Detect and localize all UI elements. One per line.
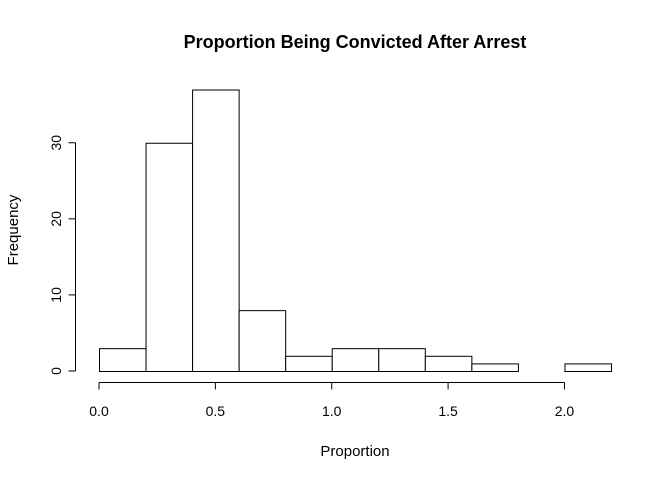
- y-tick-label: 10: [48, 287, 64, 303]
- y-tick-label: 30: [48, 135, 64, 151]
- y-axis-label: Frequency: [5, 194, 22, 265]
- histogram-bar: [192, 89, 240, 372]
- x-tick-label: 1.5: [438, 403, 458, 419]
- histogram-bar: [378, 348, 426, 373]
- x-axis: 0.0 0.5 1.0 1.5 2.0: [89, 382, 575, 419]
- y-tick-label: 0: [48, 367, 64, 375]
- x-tick-label: 0.5: [206, 403, 226, 419]
- chart-title: Proportion Being Convicted After Arrest: [184, 32, 527, 52]
- histogram-bar: [145, 142, 194, 372]
- histogram-bar: [331, 348, 380, 373]
- x-tick-label: 0.0: [89, 403, 109, 419]
- x-tick-label: 2.0: [555, 403, 575, 419]
- histogram-bar: [564, 363, 612, 373]
- histogram-bar: [424, 355, 473, 372]
- x-axis-label: Proportion: [320, 443, 389, 460]
- histogram-bar: [99, 348, 147, 373]
- bars-group: [99, 89, 612, 373]
- histogram-bar: [471, 363, 519, 373]
- histogram-bar: [285, 355, 333, 372]
- x-tick-label: 1.0: [322, 403, 342, 419]
- y-axis: 0 10 20 30: [48, 135, 76, 375]
- y-tick-label: 20: [48, 211, 64, 227]
- histogram-bar: [238, 310, 287, 372]
